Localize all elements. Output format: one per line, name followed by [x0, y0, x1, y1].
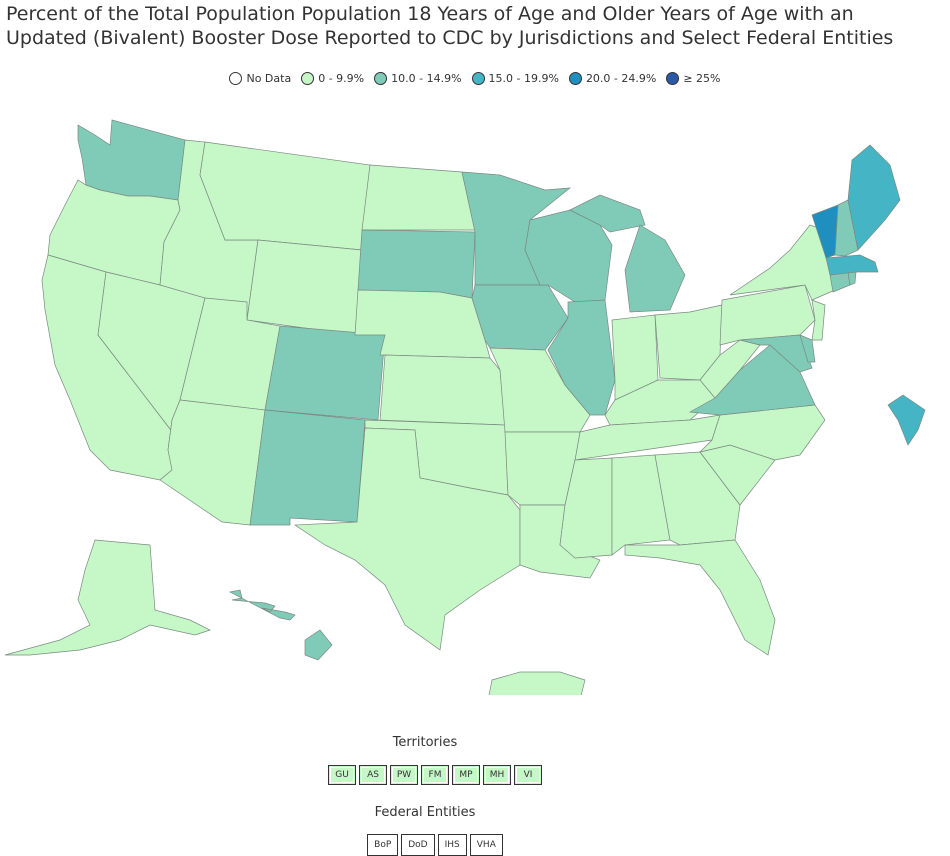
state-hawaii-islands[interactable] [228, 589, 296, 621]
legend-label: 10.0 - 14.9% [391, 72, 462, 85]
state-michigan-upper[interactable] [569, 194, 646, 233]
us-choropleth-map [4, 119, 926, 695]
territory-button-vi[interactable]: VI [514, 765, 542, 785]
legend-item-no-data[interactable]: No Data [229, 72, 291, 85]
map-title: Percent of the Total Population Populati… [6, 3, 894, 49]
state-massachusetts[interactable] [825, 254, 879, 276]
territory-button-fm[interactable]: FM [421, 765, 449, 785]
state-iowa[interactable] [471, 284, 569, 351]
state-arizona[interactable] [159, 399, 266, 526]
state-new-jersey[interactable] [811, 299, 826, 341]
state-district-marker[interactable] [887, 394, 926, 446]
territory-button-gu[interactable]: GU [328, 765, 356, 785]
territory-button-mp[interactable]: MP [452, 765, 480, 785]
federal-button-bop[interactable]: BoP [367, 834, 399, 856]
legend-label: 0 - 9.9% [318, 72, 365, 85]
state-north-dakota[interactable] [361, 164, 476, 231]
legend-item-25-plus[interactable]: ≥ 25% [666, 72, 721, 85]
legend-swatch [229, 72, 243, 85]
state-alabama[interactable] [611, 454, 671, 556]
legend-item-10-14[interactable]: 10.0 - 14.9% [374, 72, 462, 85]
legend-label: 15.0 - 19.9% [488, 72, 559, 85]
territory-button-pw[interactable]: PW [390, 765, 418, 785]
territories-heading: Territories [392, 735, 458, 750]
legend-swatch [301, 72, 315, 85]
state-wyoming[interactable] [246, 239, 363, 336]
legend-item-15-19[interactable]: 15.0 - 19.9% [471, 72, 559, 85]
state-puerto-rico[interactable] [488, 671, 586, 695]
state-kansas[interactable] [379, 354, 506, 426]
federal-button-dod[interactable]: DoD [401, 834, 435, 856]
state-missouri[interactable] [489, 347, 591, 433]
state-colorado[interactable] [264, 325, 386, 421]
state-texas[interactable] [293, 427, 521, 651]
legend-swatch [471, 72, 485, 85]
state-delaware[interactable] [799, 334, 816, 363]
state-south-dakota[interactable] [357, 229, 476, 299]
federal-button-vha[interactable]: VHA [469, 834, 503, 856]
legend-item-0-9[interactable]: 0 - 9.9% [301, 72, 364, 85]
state-florida[interactable] [624, 539, 776, 656]
territories-buttons: GU AS PW FM MP MH VI [0, 765, 870, 785]
state-new-hampshire[interactable] [834, 199, 859, 257]
legend-item-20-24[interactable]: 20.0 - 24.9% [568, 72, 657, 85]
legend-label: 20.0 - 24.9% [585, 72, 657, 85]
state-alaska[interactable] [4, 539, 211, 656]
legend-swatch [568, 72, 582, 85]
federal-button-ihs[interactable]: IHS [437, 834, 467, 856]
federal-entities-heading: Federal Entities [374, 805, 476, 820]
state-hawaii[interactable] [304, 629, 333, 661]
state-maine[interactable] [847, 144, 901, 251]
map-legend: No Data 0 - 9.9% 10.0 - 14.9% 15.0 - 19.… [0, 72, 950, 85]
legend-label: ≥ 25% [683, 72, 721, 85]
legend-swatch [374, 72, 388, 85]
state-michigan[interactable] [624, 224, 686, 313]
state-montana[interactable] [199, 141, 371, 251]
territory-button-mh[interactable]: MH [483, 765, 511, 785]
state-new-mexico[interactable] [249, 409, 366, 526]
legend-label: No Data [246, 72, 292, 85]
federal-entities-buttons: BoP DoD IHS VHA [0, 834, 870, 856]
territory-button-as[interactable]: AS [359, 765, 387, 785]
legend-swatch [666, 72, 680, 85]
state-illinois[interactable] [547, 299, 616, 416]
